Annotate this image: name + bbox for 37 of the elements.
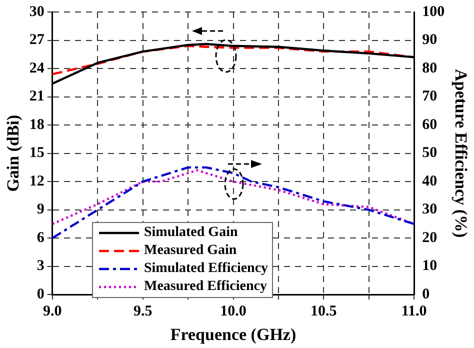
y2-axis-title: Apeture Efficiency (%) bbox=[451, 68, 470, 238]
y2-tick-label: 10 bbox=[422, 258, 438, 274]
line-series bbox=[52, 169, 414, 226]
y2-tick-label: 100 bbox=[422, 4, 445, 20]
y-tick-label: 9 bbox=[36, 202, 44, 218]
y2-tick-label: 70 bbox=[422, 88, 438, 105]
legend-label: Simulated Gain bbox=[144, 224, 238, 242]
y-tick-label: 15 bbox=[29, 145, 44, 162]
y2-tick-label: 40 bbox=[422, 173, 438, 190]
y-tick-label: 6 bbox=[36, 230, 45, 246]
legend-label: Simulated Efficiency bbox=[144, 260, 268, 278]
legend-label: Measured Efficiency bbox=[144, 278, 267, 296]
y-tick-label: 24 bbox=[29, 60, 45, 76]
y-tick-label: 18 bbox=[29, 116, 44, 133]
y-axis-title: Gain (dBi) bbox=[4, 114, 23, 192]
line-series bbox=[52, 44, 414, 76]
y-tick-label: 0 bbox=[36, 286, 44, 302]
x-tick-label: 10.0 bbox=[220, 303, 246, 320]
x-tick-label: 9.5 bbox=[133, 303, 152, 320]
y2-tick-label: 60 bbox=[422, 116, 438, 133]
x-tick-label: 11.0 bbox=[401, 303, 427, 320]
y-tick-label: 27 bbox=[29, 32, 45, 48]
y-tick-label: 3 bbox=[36, 258, 44, 274]
line-series bbox=[52, 166, 414, 240]
y2-tick-label: 90 bbox=[422, 32, 438, 48]
y2-tick-label: 50 bbox=[422, 145, 438, 162]
y-tick-label: 12 bbox=[29, 173, 44, 190]
y2-tick-label: 80 bbox=[422, 60, 438, 76]
x-tick-label: 10.5 bbox=[310, 303, 337, 320]
y2-tick-label: 0 bbox=[422, 286, 430, 302]
x-tick-label: 9.0 bbox=[43, 303, 62, 320]
y-tick-label: 30 bbox=[29, 4, 44, 20]
x-axis-title: Frequence (GHz) bbox=[170, 325, 296, 344]
y2-tick-label: 30 bbox=[422, 202, 438, 218]
y2-tick-label: 20 bbox=[422, 230, 438, 246]
y-tick-label: 21 bbox=[29, 88, 44, 105]
legend-label: Measured Gain bbox=[144, 242, 237, 260]
